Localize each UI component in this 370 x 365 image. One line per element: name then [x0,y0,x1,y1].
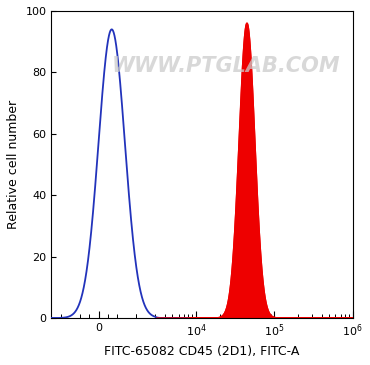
Text: WWW.PTGLAB.COM: WWW.PTGLAB.COM [112,56,340,76]
X-axis label: FITC-65082 CD45 (2D1), FITC-A: FITC-65082 CD45 (2D1), FITC-A [104,345,300,358]
Y-axis label: Relative cell number: Relative cell number [7,100,20,229]
Polygon shape [157,23,353,318]
